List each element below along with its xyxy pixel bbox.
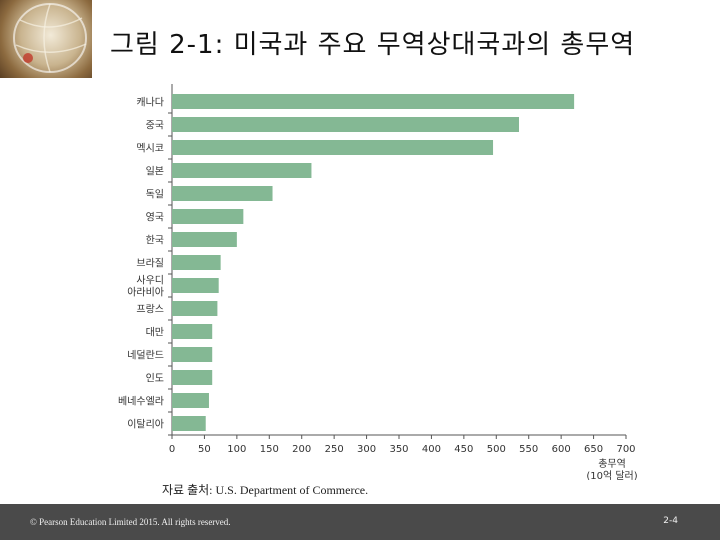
category-label-line: 네덜란드	[127, 350, 164, 362]
bar	[172, 416, 206, 431]
bar	[172, 140, 494, 155]
x-tick-label: 550	[519, 444, 538, 455]
category-label: 베네수엘라	[118, 395, 164, 408]
bar	[172, 370, 213, 385]
bar	[172, 393, 209, 408]
category-label-line: 독일	[146, 189, 164, 201]
category-label: 브라질	[136, 258, 164, 270]
category-label-line: 중국	[146, 120, 164, 132]
category-label: 네덜란드	[127, 350, 164, 362]
x-tick-label: 600	[552, 444, 571, 455]
x-axis-label: 총무역	[598, 458, 626, 470]
category-label: 영국	[146, 212, 164, 224]
x-tick-label: 0	[169, 444, 175, 455]
category-label-line: 대만	[146, 327, 164, 339]
x-tick-label: 250	[325, 444, 344, 455]
bar	[172, 186, 273, 201]
globe-logo	[0, 0, 92, 78]
x-tick-label: 50	[198, 444, 211, 455]
category-label-line: 일본	[146, 166, 164, 178]
category-label: 한국	[146, 235, 164, 247]
bar	[172, 278, 219, 293]
category-label: 중국	[146, 120, 164, 132]
footer-bar: © Pearson Education Limited 2015. All ri…	[0, 504, 720, 540]
bar	[172, 94, 575, 109]
category-label: 독일	[146, 189, 164, 201]
bar	[172, 163, 312, 178]
category-label-line: 이탈리아	[127, 418, 164, 431]
category-label-line: 프랑스	[136, 304, 164, 316]
x-tick-label: 650	[584, 444, 603, 455]
page-number: 2-4	[663, 516, 678, 526]
copyright-text: © Pearson Education Limited 2015. All ri…	[30, 517, 231, 527]
slide-title: 그림 2-1: 미국과 주요 무역상대국과의 총무역	[110, 30, 636, 60]
x-tick-label: 100	[227, 444, 246, 455]
x-tick-label: 700	[616, 444, 635, 455]
bar	[172, 324, 213, 339]
x-tick-label: 450	[454, 444, 473, 455]
category-label: 캐나다	[136, 97, 164, 109]
category-label-line: 사우디	[136, 275, 164, 287]
source-note: 자료 출처: U.S. Department of Commerce.	[162, 483, 369, 497]
bar	[172, 301, 218, 316]
bar	[172, 117, 519, 132]
bar	[172, 209, 244, 224]
globe-icon	[13, 3, 87, 73]
category-label: 사우디 아라비아	[127, 275, 164, 299]
x-tick-label: 150	[260, 444, 279, 455]
x-axis-label: (10억 달러)	[586, 470, 637, 480]
category-label-line: 브라질	[136, 258, 164, 270]
x-tick-label: 350	[389, 444, 408, 455]
category-label-line: 인도	[146, 373, 164, 385]
category-label-line: 아라비아	[127, 287, 164, 299]
category-label: 인도	[146, 373, 164, 385]
category-label: 이탈리아	[127, 418, 164, 431]
category-label: 멕시코	[136, 143, 164, 155]
bar	[172, 347, 213, 362]
category-label-line: 영국	[146, 212, 164, 224]
x-tick-label: 500	[487, 444, 506, 455]
bar	[172, 232, 237, 247]
category-label-line: 캐나다	[136, 97, 164, 109]
category-label-line: 멕시코	[136, 143, 164, 155]
category-label: 일본	[146, 166, 164, 178]
x-tick-label: 300	[357, 444, 376, 455]
x-tick-label: 400	[422, 444, 441, 455]
category-label: 프랑스	[136, 304, 164, 316]
category-label-line: 한국	[146, 235, 164, 247]
category-label-line: 베네수엘라	[118, 395, 164, 408]
category-label: 대만	[146, 327, 164, 339]
x-tick-label: 200	[292, 444, 311, 455]
bar	[172, 255, 221, 270]
